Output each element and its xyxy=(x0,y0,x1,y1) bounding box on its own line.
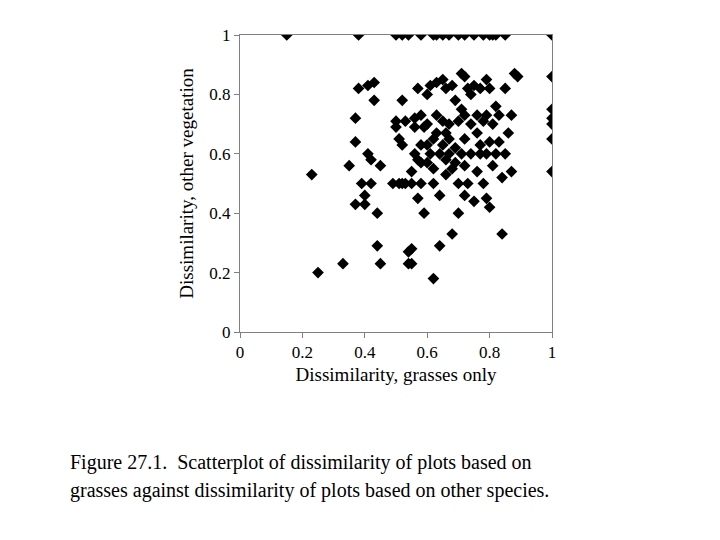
svg-text:0.8: 0.8 xyxy=(209,85,230,104)
svg-text:0.4: 0.4 xyxy=(354,343,376,362)
svg-text:0: 0 xyxy=(236,343,245,362)
svg-text:Dissimilarity, other vegetatio: Dissimilarity, other vegetation xyxy=(176,68,197,299)
svg-text:Dissimilarity, grasses only: Dissimilarity, grasses only xyxy=(296,364,497,385)
svg-text:0.8: 0.8 xyxy=(479,343,500,362)
svg-text:0.6: 0.6 xyxy=(209,145,230,164)
svg-text:0.6: 0.6 xyxy=(417,343,438,362)
svg-text:1: 1 xyxy=(548,343,557,362)
svg-text:Figure 27.1. Scatterplot of d: Figure 27.1. Scatterplot of dissimilarit… xyxy=(70,451,532,474)
svg-text:1: 1 xyxy=(222,26,231,45)
svg-text:grasses against dissimilarity: grasses against dissimilarity of plots b… xyxy=(70,479,549,502)
svg-text:0.4: 0.4 xyxy=(209,204,231,223)
svg-text:0.2: 0.2 xyxy=(292,343,313,362)
svg-text:0.2: 0.2 xyxy=(209,264,230,283)
svg-text:0: 0 xyxy=(222,323,231,342)
